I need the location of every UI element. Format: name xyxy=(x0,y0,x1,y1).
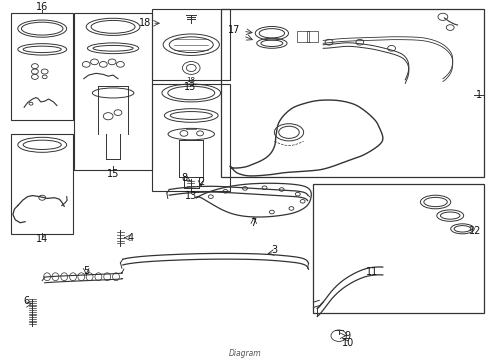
Text: 18: 18 xyxy=(186,77,195,83)
Text: 1: 1 xyxy=(475,90,482,100)
Text: 17: 17 xyxy=(228,25,241,35)
Bar xyxy=(11,134,73,234)
Bar xyxy=(11,13,73,120)
Bar xyxy=(220,9,485,177)
Bar xyxy=(74,13,152,170)
Text: 10: 10 xyxy=(342,338,354,348)
Bar xyxy=(152,9,230,81)
Text: 15: 15 xyxy=(107,170,119,180)
Text: 2: 2 xyxy=(198,177,204,187)
Text: 16: 16 xyxy=(36,2,49,12)
Text: 9: 9 xyxy=(344,331,351,341)
Text: 14: 14 xyxy=(36,234,49,244)
Text: 6: 6 xyxy=(23,296,29,306)
Bar xyxy=(152,84,230,191)
Text: Diagram: Diagram xyxy=(229,348,261,357)
Text: 13: 13 xyxy=(184,82,196,92)
Text: 18: 18 xyxy=(139,18,151,28)
Bar xyxy=(314,184,485,313)
Text: 11: 11 xyxy=(366,267,378,277)
Text: 5: 5 xyxy=(83,266,89,276)
Text: 13: 13 xyxy=(185,191,197,201)
Bar xyxy=(297,31,309,42)
Bar xyxy=(307,31,318,42)
Text: 8: 8 xyxy=(181,173,188,183)
Text: 7: 7 xyxy=(251,218,257,228)
Text: 4: 4 xyxy=(127,233,134,243)
Text: 3: 3 xyxy=(271,245,277,255)
Text: 12: 12 xyxy=(469,226,482,235)
